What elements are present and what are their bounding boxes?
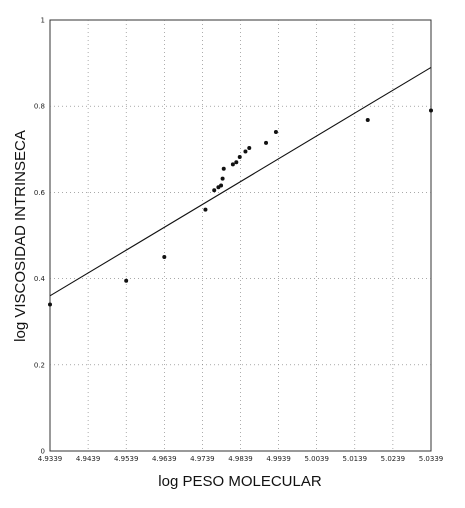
- x-tick-label: 4.9839: [228, 455, 253, 463]
- x-tick-labels: 4.9339 4.9439 4.9539 4.9639 4.9739 4.9839 4.99…: [38, 455, 444, 463]
- data-point: [230, 162, 235, 167]
- x-tick-label: 5.0339: [419, 455, 444, 463]
- data-point: [162, 255, 167, 260]
- x-tick-label: 4.9439: [76, 455, 101, 463]
- y-tick-label: 0.4: [34, 275, 46, 283]
- data-point: [212, 188, 217, 193]
- x-tick-label: 5.0139: [343, 455, 368, 463]
- x-tick-label: 4.9539: [114, 455, 139, 463]
- data-points: [48, 108, 433, 307]
- x-tick-label: 5.0239: [381, 455, 406, 463]
- data-point: [429, 108, 433, 113]
- data-point: [237, 155, 242, 160]
- data-point: [124, 278, 129, 283]
- trend-line: [49, 66, 432, 297]
- x-tick-label: 4.9339: [38, 455, 63, 463]
- y-tick-labels: 0 0.2 0.4 0.6 0.8 1: [34, 17, 46, 456]
- data-point: [264, 140, 269, 145]
- x-tick-label: 4.9739: [190, 455, 215, 463]
- y-tick-label: 0.6: [34, 189, 46, 197]
- grid: [50, 20, 431, 451]
- data-point: [48, 302, 52, 307]
- x-tick-label: 5.0039: [304, 455, 329, 463]
- x-tick-label: 4.9939: [266, 455, 291, 463]
- data-point: [247, 146, 252, 151]
- data-point: [243, 149, 248, 154]
- data-point: [273, 130, 278, 135]
- y-tick-label: 1: [41, 17, 45, 25]
- y-axis-title: log VISCOSIDAD INTRINSECA: [12, 130, 29, 342]
- x-tick-label: 4.9639: [152, 455, 177, 463]
- data-point: [365, 117, 370, 122]
- y-tick-label: 0.2: [34, 361, 45, 369]
- data-point: [220, 176, 225, 181]
- x-axis-title: log PESO MOLECULAR: [158, 473, 322, 490]
- y-tick-label: 0.8: [34, 103, 45, 111]
- data-point: [234, 160, 239, 165]
- data-point: [221, 166, 226, 171]
- data-point: [219, 183, 224, 188]
- y-tick-label: 0: [41, 448, 45, 456]
- data-point: [203, 207, 208, 212]
